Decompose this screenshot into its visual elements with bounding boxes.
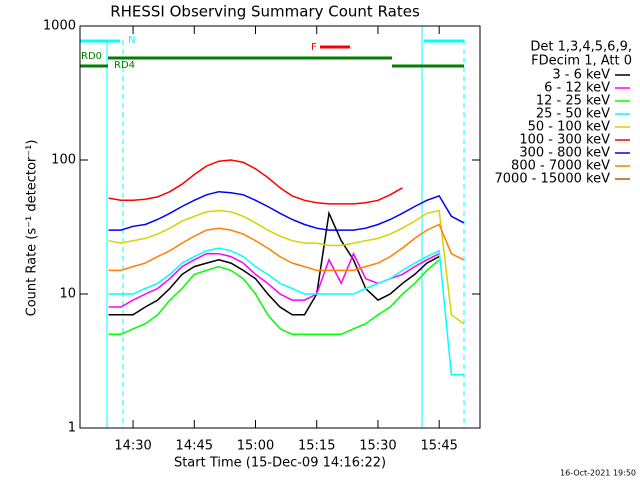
series-line [108, 259, 440, 336]
annotation: RD4 [114, 60, 135, 71]
series-line [108, 223, 465, 272]
footer: 16-Oct-2021 19:50 [560, 469, 636, 478]
legend-label: 100 - 300 keV [519, 133, 610, 148]
legend-label: 50 - 100 keV [528, 120, 611, 135]
y-tick-label: 1000 [43, 19, 76, 34]
x-tick-label: 15:15 [298, 439, 335, 454]
legend-label: 7000 - 15000 keV [495, 172, 611, 187]
y-tick-label: 100 [51, 153, 76, 168]
time-markers [80, 26, 465, 428]
legend-label: 300 - 800 keV [519, 146, 610, 161]
series-line [108, 190, 465, 231]
legend-label: 800 - 7000 keV [511, 159, 610, 174]
x-axis-label: Start Time (15-Dec-09 14:16:22) [174, 456, 386, 471]
legend-label: 3 - 6 keV [552, 68, 610, 83]
x-tick-label: 15:45 [420, 439, 457, 454]
annotation: RD0 [81, 51, 102, 62]
legend-label: 12 - 25 keV [536, 94, 610, 109]
x-tick-label: 15:00 [237, 439, 274, 454]
series-line [108, 210, 440, 316]
series-line [108, 247, 464, 376]
chart-title: RHESSI Observing Summary Count Rates [110, 3, 420, 21]
y-tick-label: 10 [59, 287, 76, 302]
plot-frame [79, 25, 481, 429]
annotation: F [311, 42, 317, 53]
x-tick-label: 15:30 [359, 439, 396, 454]
x-tick-label: 14:30 [114, 439, 151, 454]
legend-title: FDecim 1, Att 0 [531, 54, 632, 69]
series-line [108, 209, 465, 325]
legend-label: 6 - 12 keV [544, 81, 610, 96]
annotation: N [128, 35, 135, 46]
y-axis-label: Count Rate (s⁻¹ detector⁻¹) [25, 140, 40, 317]
series-line [108, 159, 403, 205]
x-tick-label: 14:45 [176, 439, 213, 454]
legend-title: Det 1,3,4,5,6,9, [530, 40, 632, 55]
y-tick-label: 1 [68, 421, 76, 436]
legend-label: 25 - 50 keV [536, 107, 610, 122]
